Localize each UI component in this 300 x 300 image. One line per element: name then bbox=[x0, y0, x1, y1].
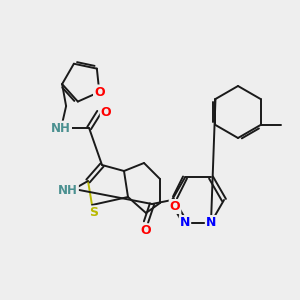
Text: NH: NH bbox=[51, 122, 71, 135]
Text: O: O bbox=[94, 85, 105, 98]
Text: O: O bbox=[141, 224, 151, 238]
Text: NH: NH bbox=[58, 184, 78, 197]
Text: O: O bbox=[101, 106, 111, 118]
Text: N: N bbox=[206, 216, 216, 229]
Text: O: O bbox=[170, 200, 180, 213]
Text: S: S bbox=[89, 206, 98, 220]
Text: N: N bbox=[180, 216, 190, 229]
